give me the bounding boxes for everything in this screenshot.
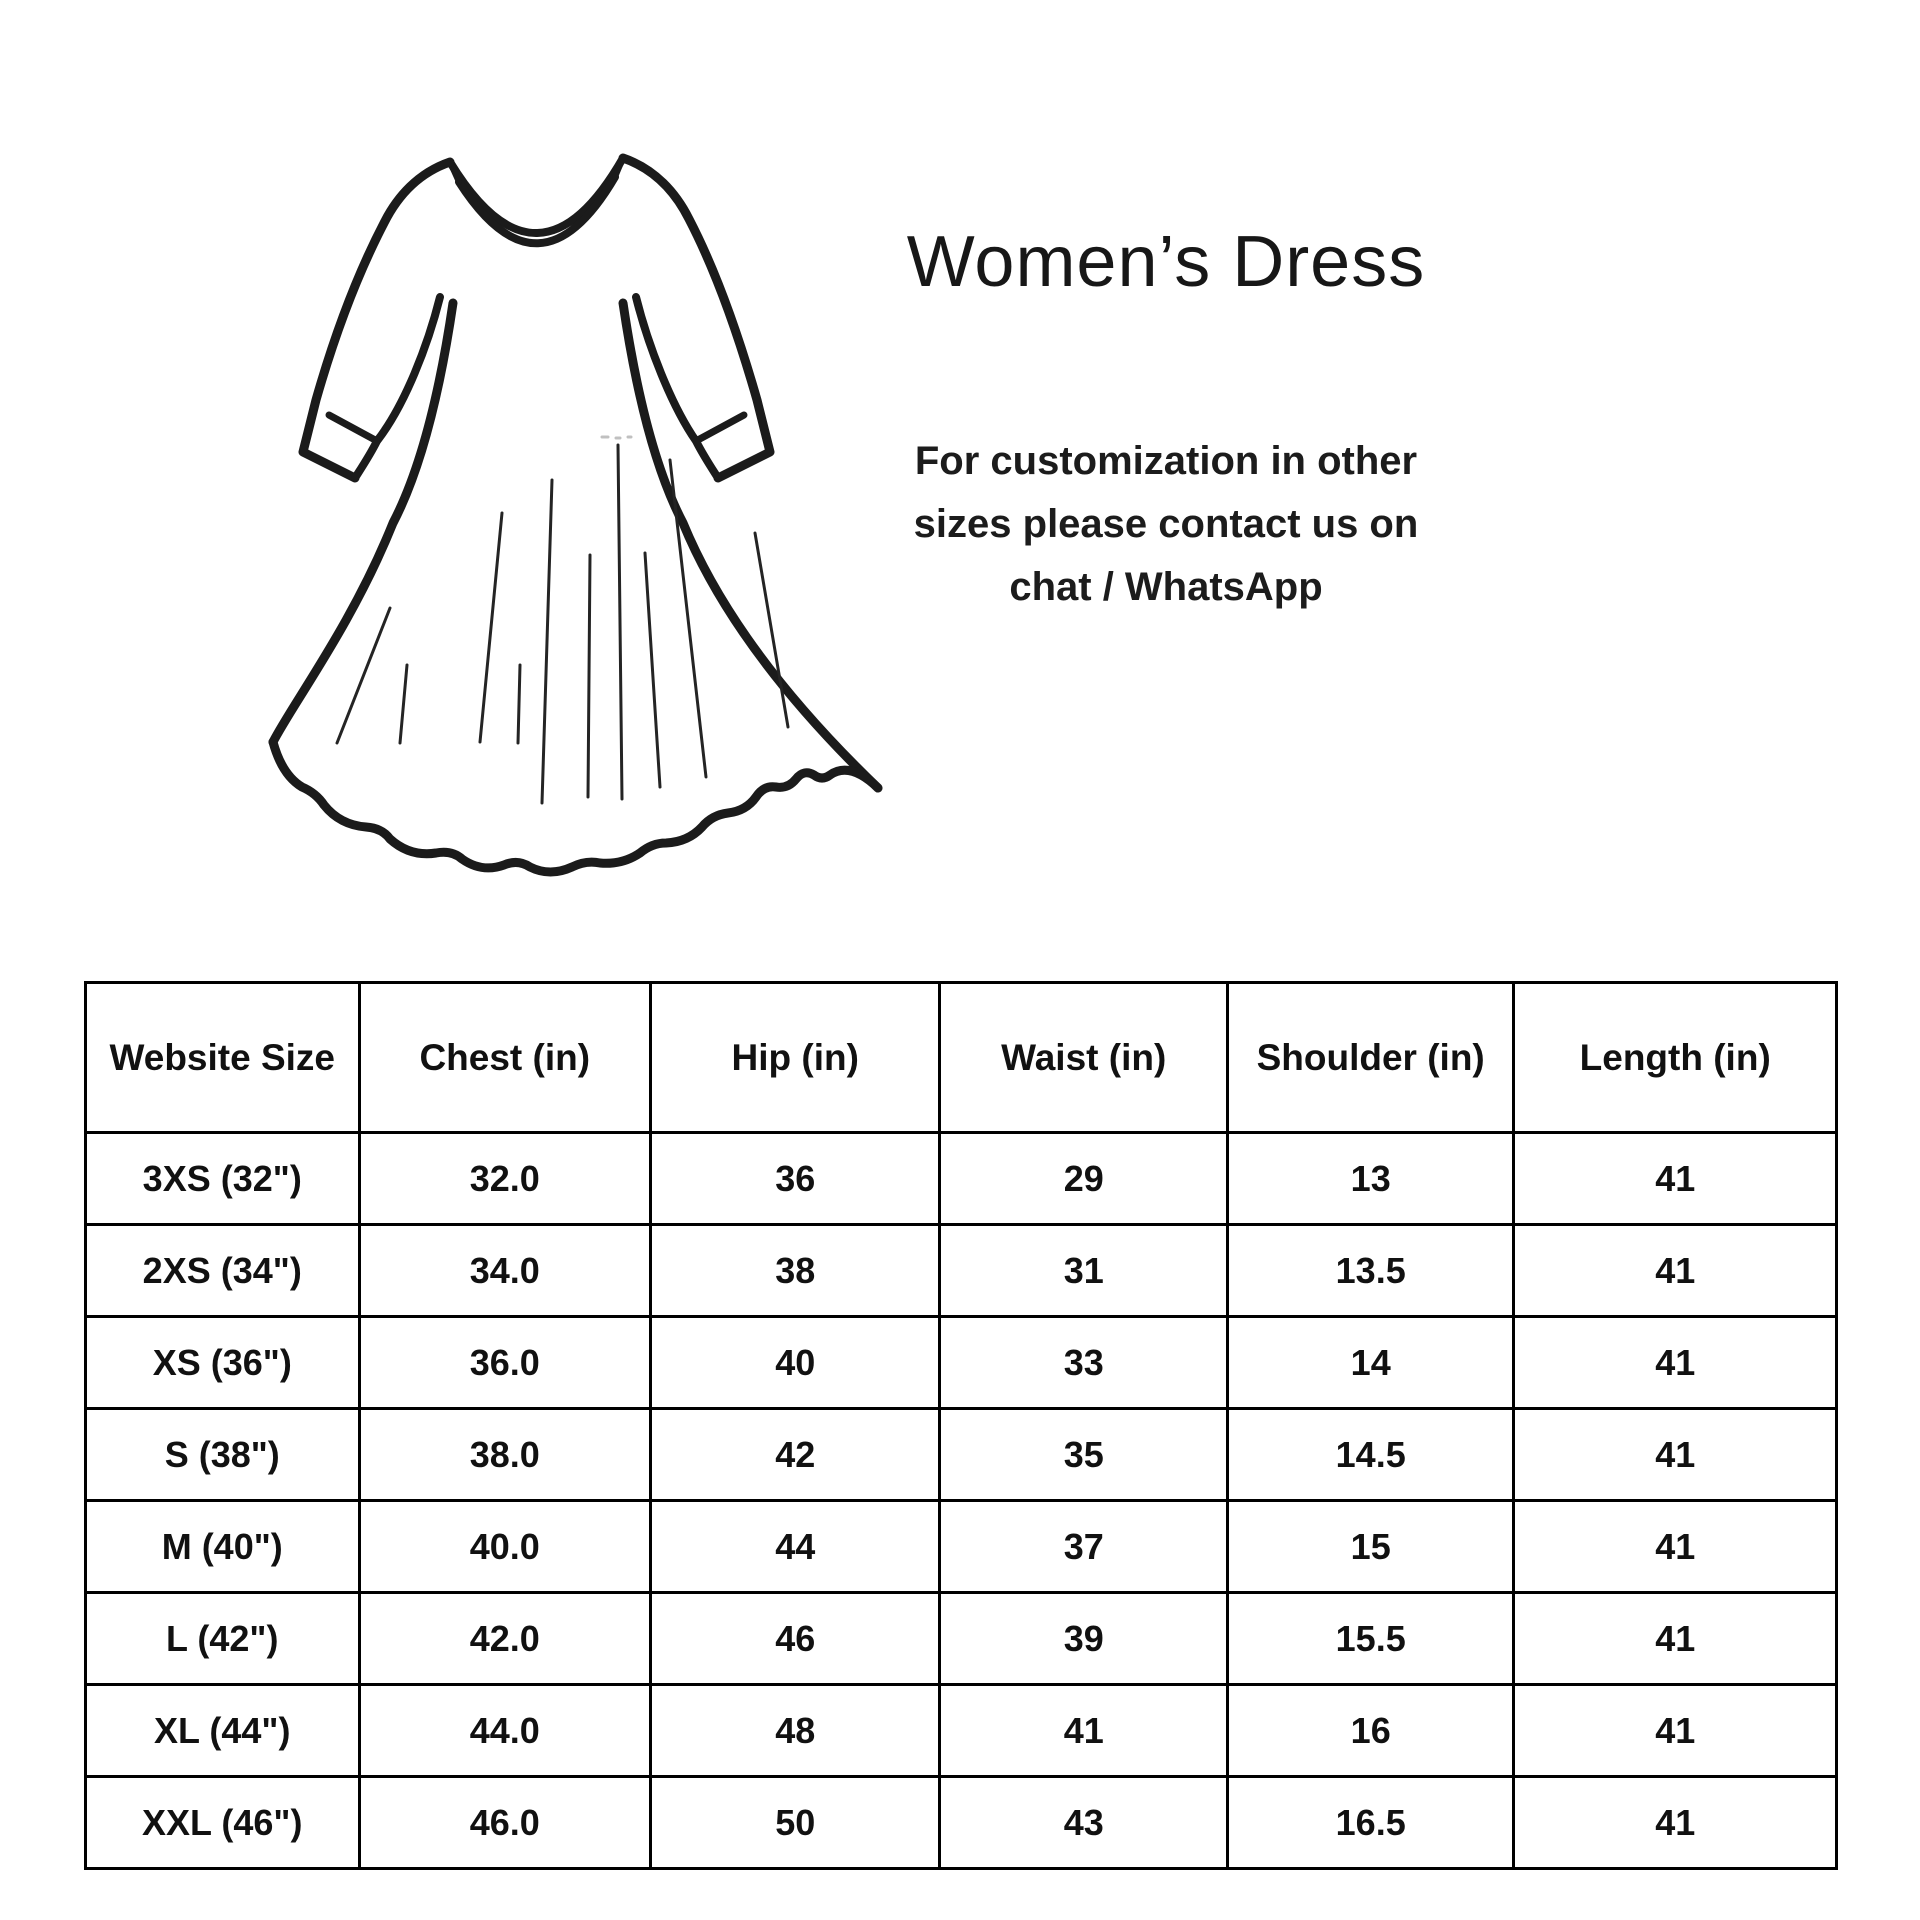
measurement-cell: 32.0 xyxy=(357,1131,653,1226)
size-label-cell: M (40") xyxy=(84,1499,361,1594)
measurement-cell: 41 xyxy=(1512,1131,1838,1226)
column-header: Waist (in) xyxy=(938,981,1229,1134)
measurement-cell: 50 xyxy=(649,1775,942,1870)
header-row: Website Size Chest (in) Hip (in) Waist (in)… xyxy=(84,981,1838,1134)
measurement-cell: 44.0 xyxy=(357,1683,653,1778)
measurement-cell: 40.0 xyxy=(357,1499,653,1594)
measurement-cell: 44 xyxy=(649,1499,942,1594)
column-header: Length (in) xyxy=(1512,981,1838,1134)
customization-note-line: chat / WhatsApp xyxy=(1009,565,1323,609)
measurement-cell: 41 xyxy=(1512,1499,1838,1594)
size-label-cell: S (38") xyxy=(84,1407,361,1502)
measurement-cell: 34.0 xyxy=(357,1223,653,1318)
table-row: XXL (46") 46.0 50 43 16.5 41 xyxy=(84,1775,1838,1870)
measurement-cell: 46.0 xyxy=(357,1775,653,1870)
measurement-cell: 15 xyxy=(1225,1499,1516,1594)
left-sleeve-inner-line xyxy=(351,293,444,482)
right-body-seam xyxy=(618,298,883,793)
page-title: Women’s Dress xyxy=(906,222,1426,302)
customization-note-line: For customization in other xyxy=(914,439,1418,483)
right-cuff-line xyxy=(692,411,748,445)
measurement-cell: 13.5 xyxy=(1225,1223,1516,1318)
column-header: Hip (in) xyxy=(649,981,942,1134)
left-cuff-line xyxy=(325,411,381,445)
measurement-cell: 41 xyxy=(1512,1775,1838,1870)
measurement-cell: 42 xyxy=(649,1407,942,1502)
right-sleeve-inner-line xyxy=(632,293,722,482)
measurement-cell: 35 xyxy=(938,1407,1229,1502)
size-chart-table: Website Size Chest (in) Hip (in) Waist (in)… xyxy=(84,981,1838,1870)
measurement-cell: 41 xyxy=(1512,1407,1838,1502)
dress-illustration-area xyxy=(190,85,890,905)
column-header: Chest (in) xyxy=(357,981,653,1134)
column-header: Website Size xyxy=(84,981,361,1134)
collar-inner-line xyxy=(455,173,619,248)
size-chart-body: 3XS (32") 32.0 36 29 13 41 2XS (34") 34.0 38 31 13… xyxy=(84,1131,1838,1870)
right-sleeve-outline xyxy=(618,153,775,483)
measurement-cell: 37 xyxy=(938,1499,1229,1594)
measurement-cell: 33 xyxy=(938,1315,1229,1410)
measurement-cell: 38 xyxy=(649,1223,942,1318)
skirt-fold-lines xyxy=(335,443,790,805)
size-label-cell: 2XS (34") xyxy=(84,1223,361,1318)
collar-end-lines xyxy=(447,155,626,185)
size-label-cell: 3XS (32") xyxy=(84,1131,361,1226)
measurement-cell: 15.5 xyxy=(1225,1591,1516,1686)
measurement-cell: 41 xyxy=(1512,1683,1838,1778)
measurement-cell: 36.0 xyxy=(357,1315,653,1410)
measurement-cell: 43 xyxy=(938,1775,1229,1870)
size-label-cell: L (42") xyxy=(84,1591,361,1686)
measurement-cell: 39 xyxy=(938,1591,1229,1686)
measurement-cell: 46 xyxy=(649,1591,942,1686)
column-header: Shoulder (in) xyxy=(1225,981,1516,1134)
size-chart-header: Website Size Chest (in) Hip (in) Waist (in)… xyxy=(84,981,1838,1134)
size-label-cell: XL (44") xyxy=(84,1683,361,1778)
measurement-cell: 16.5 xyxy=(1225,1775,1516,1870)
measurement-cell: 41 xyxy=(1512,1591,1838,1686)
dress-line-art-icon xyxy=(268,153,883,877)
table-row: XS (36") 36.0 40 33 14 41 xyxy=(84,1315,1838,1410)
measurement-cell: 14 xyxy=(1225,1315,1516,1410)
measurement-cell: 40 xyxy=(649,1315,942,1410)
table-row: M (40") 40.0 44 37 15 41 xyxy=(84,1499,1838,1594)
measurement-cell: 14.5 xyxy=(1225,1407,1516,1502)
measurement-cell: 41 xyxy=(938,1683,1229,1778)
measurement-cell: 41 xyxy=(1512,1223,1838,1318)
table-row: S (38") 38.0 42 35 14.5 41 xyxy=(84,1407,1838,1502)
measurement-cell: 31 xyxy=(938,1223,1229,1318)
measurement-cell: 16 xyxy=(1225,1683,1516,1778)
chest-detail-marks xyxy=(600,435,633,440)
collar-outer-line xyxy=(446,154,627,237)
left-sleeve-outline xyxy=(298,157,455,483)
size-label-cell: XS (36") xyxy=(84,1315,361,1410)
measurement-cell: 41 xyxy=(1512,1315,1838,1410)
measurement-cell: 13 xyxy=(1225,1131,1516,1226)
table-row: 3XS (32") 32.0 36 29 13 41 xyxy=(84,1131,1838,1226)
left-body-seam xyxy=(268,298,458,747)
measurement-cell: 36 xyxy=(649,1131,942,1226)
measurement-cell: 29 xyxy=(938,1131,1229,1226)
table-row: L (42") 42.0 46 39 15.5 41 xyxy=(84,1591,1838,1686)
table-row: XL (44") 44.0 48 41 16 41 xyxy=(84,1683,1838,1778)
table-row: 2XS (34") 34.0 38 31 13.5 41 xyxy=(84,1223,1838,1318)
product-info-block: Women’s Dress For customization in other… xyxy=(858,222,1474,619)
size-label-cell: XXL (46") xyxy=(84,1775,361,1870)
measurement-cell: 38.0 xyxy=(357,1407,653,1502)
hem-line xyxy=(268,737,883,877)
customization-note: For customization in other sizes please … xyxy=(858,430,1474,619)
measurement-cell: 42.0 xyxy=(357,1591,653,1686)
customization-note-line: sizes please contact us on xyxy=(913,502,1419,546)
measurement-cell: 48 xyxy=(649,1683,942,1778)
